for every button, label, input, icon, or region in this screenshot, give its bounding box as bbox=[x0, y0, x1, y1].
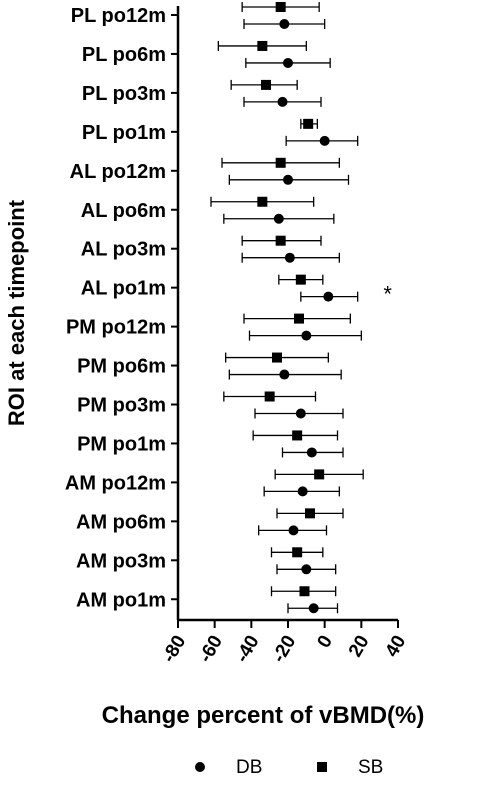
db-point bbox=[283, 174, 293, 185]
category-label: PM po6m bbox=[77, 356, 166, 378]
category-label: PL po3m bbox=[82, 83, 166, 105]
db-point bbox=[279, 19, 290, 29]
x-tick-label: -20 bbox=[268, 632, 300, 666]
data-markers bbox=[257, 2, 334, 614]
category-labels: PL po12m PL po6m PL po3m PL po1m AL po12m AL … bbox=[65, 5, 178, 611]
y-axis-title: ROI at each timepoint bbox=[4, 199, 29, 426]
sb-point bbox=[264, 391, 275, 402]
category-label: PM po12m bbox=[66, 317, 166, 339]
db-point bbox=[288, 525, 299, 536]
x-tick-label: -60 bbox=[195, 632, 227, 666]
db-point bbox=[283, 57, 293, 68]
db-point bbox=[308, 603, 319, 614]
sb-point bbox=[295, 274, 306, 285]
sb-point bbox=[275, 157, 286, 168]
db-point bbox=[306, 447, 317, 458]
db-point bbox=[295, 408, 306, 419]
db-point bbox=[279, 369, 290, 380]
category-label: AM po3m bbox=[76, 550, 166, 572]
sb-point bbox=[275, 2, 286, 12]
category-label: AL po1m bbox=[81, 278, 166, 300]
db-point bbox=[273, 213, 284, 224]
sb-point bbox=[292, 430, 303, 441]
annotations: * bbox=[383, 282, 392, 307]
legend-sb-marker bbox=[317, 762, 327, 772]
sb-point bbox=[272, 352, 282, 363]
db-point bbox=[301, 330, 312, 341]
db-point bbox=[277, 96, 288, 107]
sb-point bbox=[261, 79, 271, 90]
category-label: AM po6m bbox=[76, 511, 166, 533]
sb-point bbox=[292, 547, 303, 558]
db-point bbox=[319, 135, 330, 146]
significance-star: * bbox=[383, 282, 392, 307]
category-label: PM po1m bbox=[77, 433, 166, 455]
sb-point bbox=[303, 118, 314, 129]
x-axis-ticks: -80 -60 -40 -20 0 20 40 bbox=[158, 620, 410, 666]
legend-label: SB bbox=[358, 757, 383, 778]
sb-point bbox=[314, 469, 325, 480]
x-tick-label: 20 bbox=[345, 632, 374, 661]
category-label: AM po12m bbox=[65, 472, 166, 494]
category-label: AL po12m bbox=[70, 161, 166, 183]
x-tick-label: 40 bbox=[382, 632, 411, 661]
x-tick-label: -80 bbox=[158, 632, 190, 666]
legend: DB SB bbox=[195, 757, 383, 778]
sb-point bbox=[257, 196, 268, 207]
category-label: AL po6m bbox=[81, 200, 166, 222]
sb-point bbox=[299, 586, 310, 597]
axes bbox=[176, 6, 398, 622]
x-tick-label: -40 bbox=[232, 632, 264, 666]
error-bars bbox=[210, 2, 364, 614]
db-point bbox=[284, 252, 295, 263]
sb-point bbox=[257, 40, 268, 51]
category-label: PL po12m bbox=[71, 5, 166, 27]
category-label: AL po3m bbox=[81, 239, 166, 261]
legend-db-marker bbox=[195, 762, 205, 772]
category-label: PL po1m bbox=[82, 122, 166, 144]
category-label: AM po1m bbox=[76, 589, 166, 611]
legend-label: DB bbox=[236, 757, 262, 778]
db-point bbox=[297, 486, 308, 497]
db-point bbox=[323, 291, 334, 302]
sb-point bbox=[275, 235, 286, 246]
x-tick-label: 0 bbox=[314, 632, 337, 652]
sb-point bbox=[305, 508, 315, 519]
x-axis-title: Change percent of vBMD(%) bbox=[102, 702, 425, 729]
sb-point bbox=[294, 313, 304, 324]
category-label: PL po6m bbox=[82, 44, 166, 66]
category-label: PM po3m bbox=[77, 395, 166, 417]
db-point bbox=[301, 564, 312, 575]
